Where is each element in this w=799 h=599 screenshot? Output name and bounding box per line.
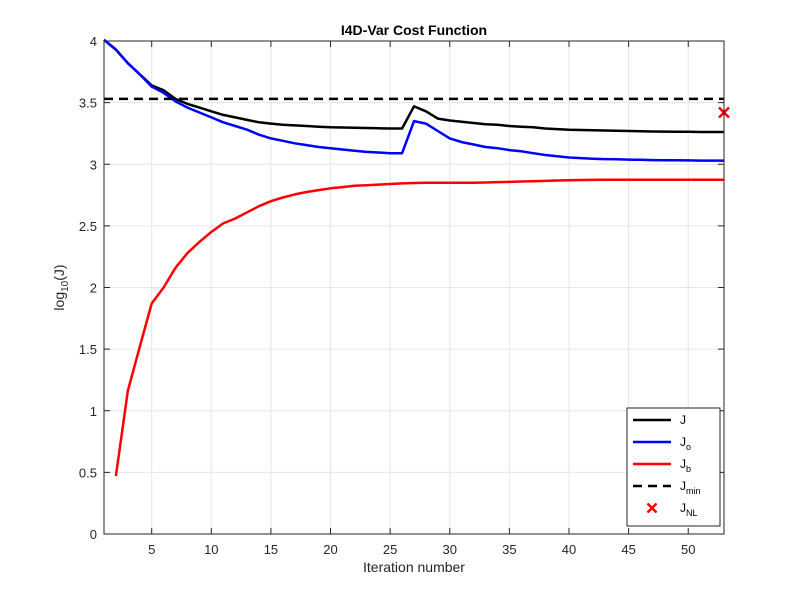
y-axis-label-tail: (J) (51, 264, 67, 280)
series-line-j (103, 38, 724, 134)
y-axis-label-sub: 10 (60, 280, 71, 292)
chart-title: I4D-Var Cost Function (341, 22, 487, 38)
grid (104, 41, 724, 534)
legend-label: JNL (680, 501, 698, 518)
y-tick-label: 1.5 (79, 342, 97, 357)
legend-entry: J (633, 413, 686, 427)
x-tick-label: 35 (502, 542, 516, 557)
axis-ticks: 5 10 15 20 25 30 35 40 45 50 0 0.5 1 1.5 2 2.5 3 3.5 4 (79, 34, 724, 557)
x-axis-label: Iteration number (363, 559, 465, 575)
legend-label: J (680, 413, 686, 427)
legend-label-base: J (680, 435, 686, 449)
legend-swatch-x-marker (646, 502, 658, 514)
legend-label-sub: NL (686, 508, 698, 518)
x-tick-label: 45 (621, 542, 635, 557)
x-tick-label: 40 (562, 542, 576, 557)
legend-box (626, 407, 721, 527)
legend-label: Jo (680, 435, 691, 452)
legend-entry: Jmin (633, 479, 701, 496)
legend-label-sub: min (686, 486, 701, 496)
x-tick-label: 30 (443, 542, 457, 557)
y-tick-label: 0 (90, 527, 97, 542)
legend-label-base: J (680, 457, 686, 471)
legend-label-base: J (680, 479, 686, 493)
y-tick-label: 1 (90, 404, 97, 419)
y-tick-label: 4 (90, 34, 97, 49)
x-tick-label: 10 (204, 542, 218, 557)
legend-entry: JNL (646, 501, 698, 518)
y-tick-label: 2 (90, 281, 97, 296)
x-tick-label: 5 (148, 542, 155, 557)
y-tick-label: 3 (90, 157, 97, 172)
y-tick-label: 0.5 (79, 465, 97, 480)
x-tick-label: 20 (323, 542, 337, 557)
legend-entry: Jo (633, 435, 691, 452)
x-tick-label: 15 (264, 542, 278, 557)
y-axis-label-base: log (51, 292, 67, 311)
legend-entry: Jb (633, 457, 691, 474)
legend-label-base: J (680, 413, 686, 427)
legend-label: Jb (680, 457, 691, 474)
legend-label-base: J (680, 501, 686, 515)
legend-label-sub: o (686, 442, 691, 452)
legend-label: Jmin (680, 479, 701, 496)
y-axis-label: log10(J) (51, 264, 71, 310)
series-line-j-b (114, 178, 724, 477)
x-tick-label: 50 (681, 542, 695, 557)
y-tick-label: 2.5 (79, 219, 97, 234)
series-line-j-o (103, 38, 724, 162)
series-layer (103, 38, 730, 477)
x-tick-label: 25 (383, 542, 397, 557)
legend-label-sub: b (686, 464, 691, 474)
y-tick-label: 3.5 (79, 96, 97, 111)
